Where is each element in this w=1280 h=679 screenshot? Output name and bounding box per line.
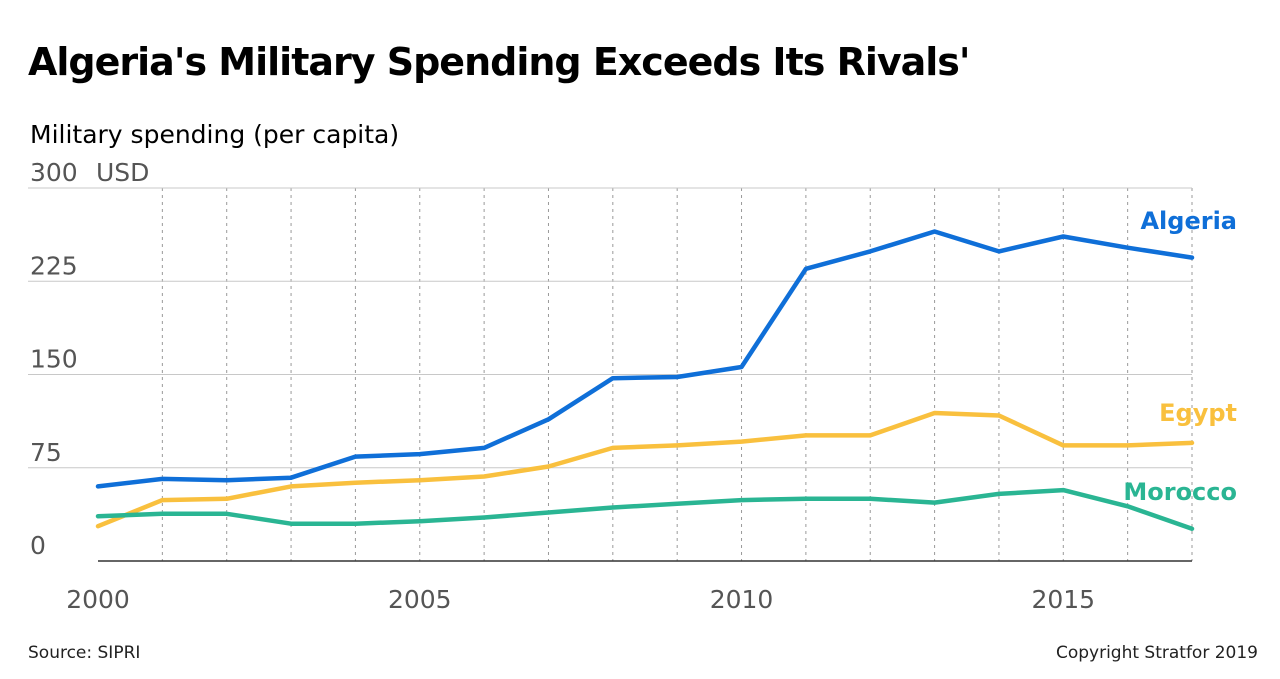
x-tick-label: 2005	[388, 585, 452, 614]
y-tick-label: 0	[30, 531, 46, 560]
series-line-morocco	[95, 487, 1195, 531]
x-tick-label: 2000	[66, 585, 130, 614]
y-unit-label: USD	[96, 158, 149, 187]
source-note: Source: SIPRI	[28, 643, 141, 663]
y-tick-label: 75	[30, 438, 62, 467]
grid-layer	[28, 187, 1193, 562]
series-label-egypt: Egypt	[1159, 399, 1237, 427]
series-line-algeria	[95, 229, 1195, 489]
x-tick-label: 2015	[1031, 585, 1095, 614]
y-tick-label: 300	[30, 158, 78, 187]
series-label-morocco: Morocco	[1123, 478, 1237, 506]
axis-layer: 0 75 150 225 300 USD 2000 2005 2010 2015	[30, 158, 1095, 614]
y-tick-label: 225	[30, 251, 78, 280]
chart-subtitle: Military spending (per capita)	[30, 120, 400, 149]
series-layer	[95, 229, 1195, 531]
series-line-egypt	[95, 410, 1195, 529]
series-label-layer: Algeria Egypt Morocco	[1123, 207, 1237, 506]
series-label-algeria: Algeria	[1140, 207, 1237, 235]
chart-title: Algeria's Military Spending Exceeds Its …	[28, 40, 971, 84]
y-tick-label: 150	[30, 345, 78, 374]
copyright-note: Copyright Stratfor 2019	[1055, 643, 1258, 663]
x-tick-label: 2010	[710, 585, 774, 614]
